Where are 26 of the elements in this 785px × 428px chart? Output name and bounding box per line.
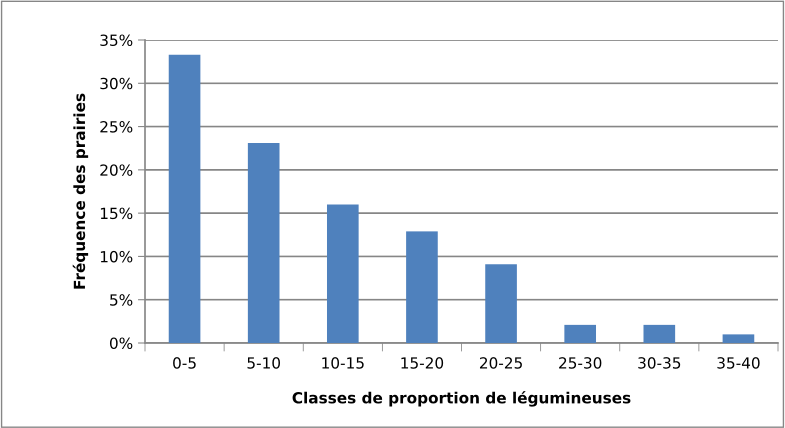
y-tick-label: 10%	[100, 250, 132, 262]
y-tick-label: 30%	[100, 78, 132, 90]
x-tick-label: 15-20	[401, 357, 444, 369]
y-tick-label: 20%	[100, 164, 132, 176]
bar	[485, 264, 517, 343]
x-tick-label: 35-40	[717, 357, 760, 369]
y-tick-label: 25%	[100, 121, 132, 133]
y-axis-title: Fréquence des prairies	[72, 94, 88, 289]
bar	[564, 324, 596, 343]
x-tick-label: 0-5	[173, 357, 196, 369]
bar	[722, 334, 754, 343]
x-tick-label: 25-30	[559, 357, 602, 369]
x-tick-label: 5-10	[248, 357, 280, 369]
x-tick-label: 30-35	[638, 357, 680, 369]
y-tick-label: 5%	[110, 294, 132, 306]
x-axis-title: Classes de proportion de légumineuses	[292, 391, 630, 407]
x-tick-label: 20-25	[480, 357, 522, 369]
bar	[326, 204, 359, 343]
bar	[406, 231, 438, 343]
x-tick-label: 10-15	[322, 357, 364, 369]
y-tick-label: 0%	[110, 337, 132, 350]
bar	[168, 54, 200, 343]
bar	[643, 324, 676, 343]
y-tick-label: 35%	[100, 34, 132, 46]
bar	[248, 143, 280, 343]
y-tick-label: 15%	[100, 208, 132, 220]
